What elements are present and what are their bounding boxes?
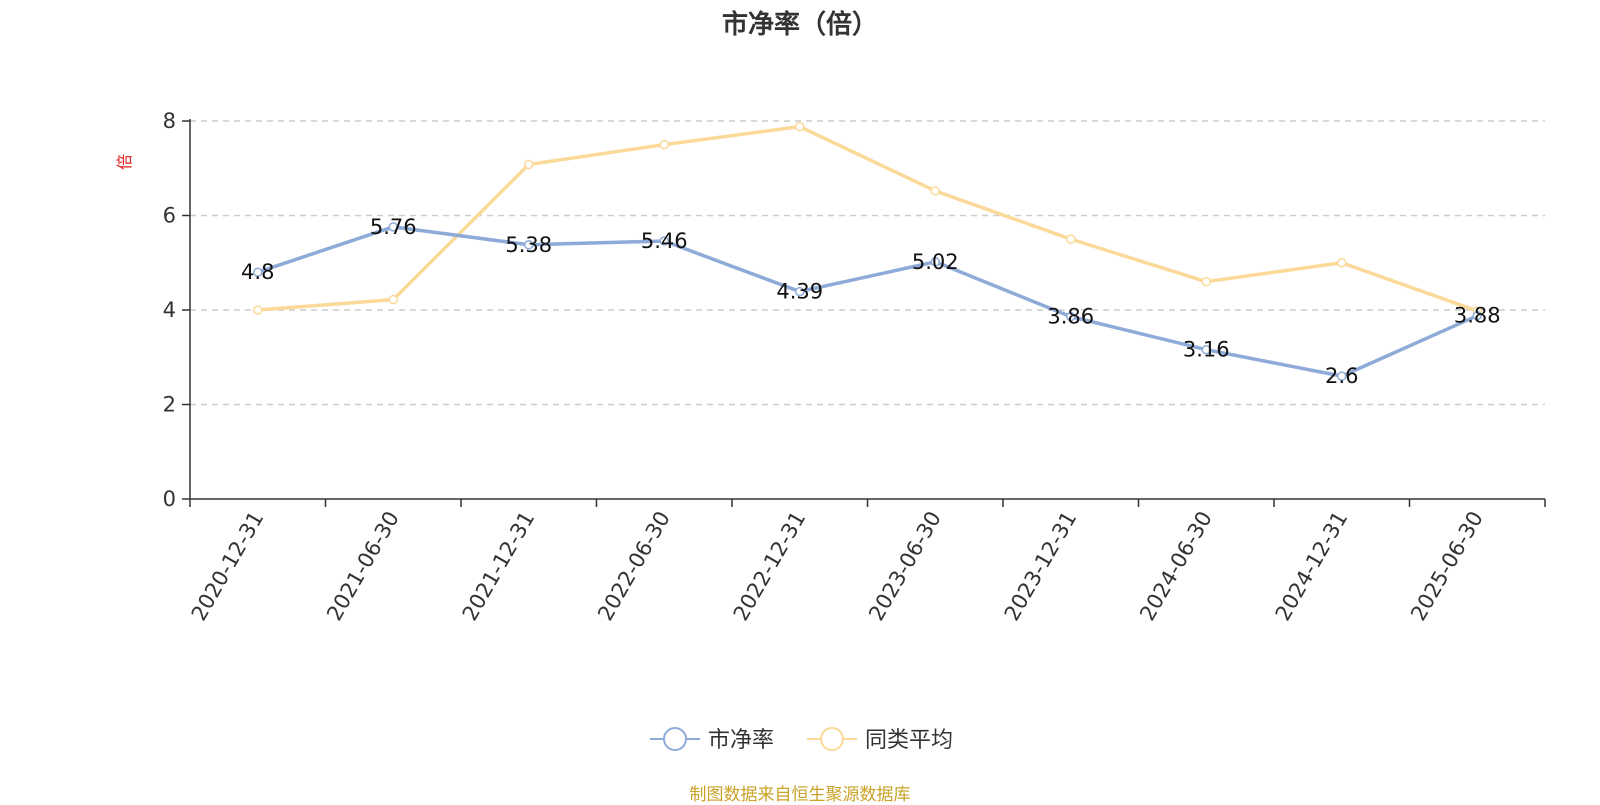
data-point <box>795 286 805 297</box>
y-tick-label: 8 <box>163 109 176 133</box>
data-point <box>1337 258 1347 268</box>
x-tick-label: 2021-12-31 <box>458 507 540 625</box>
data-point <box>388 294 398 305</box>
x-tick-label: 2024-06-30 <box>1135 507 1217 625</box>
legend-item-1[interactable]: 同类平均 <box>807 727 953 753</box>
data-point <box>1337 371 1347 381</box>
gridlines <box>190 120 1545 406</box>
data-point <box>388 222 398 232</box>
data-label: 4.8 <box>241 260 274 284</box>
data-label: 2.6 <box>1325 364 1358 388</box>
y-tick-label: 0 <box>163 487 176 511</box>
data-point <box>1201 276 1211 287</box>
data-label: 3.86 <box>1047 305 1094 329</box>
data-point <box>795 121 805 132</box>
data-point <box>1066 311 1076 322</box>
data-label: 3.16 <box>1183 338 1230 362</box>
x-tick-label: 2024-12-31 <box>1271 507 1353 625</box>
y-tick-label: 4 <box>163 298 176 322</box>
data-label: 5.76 <box>370 215 417 239</box>
data-point <box>253 305 263 315</box>
data-label: 5.02 <box>912 250 959 274</box>
data-label: 3.88 <box>1454 304 1501 328</box>
data-label: 5.38 <box>505 233 552 257</box>
source-note: 制图数据来自恒生聚源数据库 <box>689 785 911 805</box>
legend[interactable]: 市净率 同类平均 <box>650 727 953 753</box>
x-tick-label: 2023-12-31 <box>1000 507 1082 625</box>
series-line-0 <box>257 225 1478 378</box>
data-point <box>1066 234 1076 244</box>
x-tick-label: 2022-12-31 <box>729 507 811 625</box>
legend-item-0[interactable]: 市净率 <box>650 727 774 753</box>
legend-marker <box>663 727 687 751</box>
x-tick-label: 2023-06-30 <box>864 507 946 625</box>
x-tick-label: 2025-06-30 <box>1406 507 1488 625</box>
data-point <box>659 139 669 150</box>
data-point <box>524 240 534 250</box>
y-axis-label: 倍 <box>115 154 134 170</box>
data-point <box>253 267 263 277</box>
legend-label: 同类平均 <box>865 728 953 753</box>
series-line-1 <box>257 124 1478 313</box>
data-label: 5.46 <box>641 229 688 253</box>
data-point <box>524 159 534 170</box>
legend-marker <box>820 727 844 751</box>
data-point <box>1201 344 1211 355</box>
x-tick-label: 2022-06-30 <box>593 507 675 625</box>
data-label: 4.39 <box>776 280 823 304</box>
y-tick-label: 6 <box>163 204 176 228</box>
x-tick-label: 2020-12-31 <box>187 507 269 625</box>
data-labels: 4.8 5.76 5.38 5.46 4.39 5.02 3.86 3.16 2.6 3.88 <box>241 215 1501 388</box>
data-point <box>659 236 669 246</box>
legend-label: 市净率 <box>708 728 774 753</box>
x-tick-label: 2021-06-30 <box>322 507 404 625</box>
series <box>253 121 1482 381</box>
data-point <box>1472 310 1482 321</box>
data-point <box>930 186 940 196</box>
chart-title: 市净率（倍） <box>721 10 878 40</box>
data-point <box>930 257 940 267</box>
y-tick-label: 2 <box>163 393 176 417</box>
